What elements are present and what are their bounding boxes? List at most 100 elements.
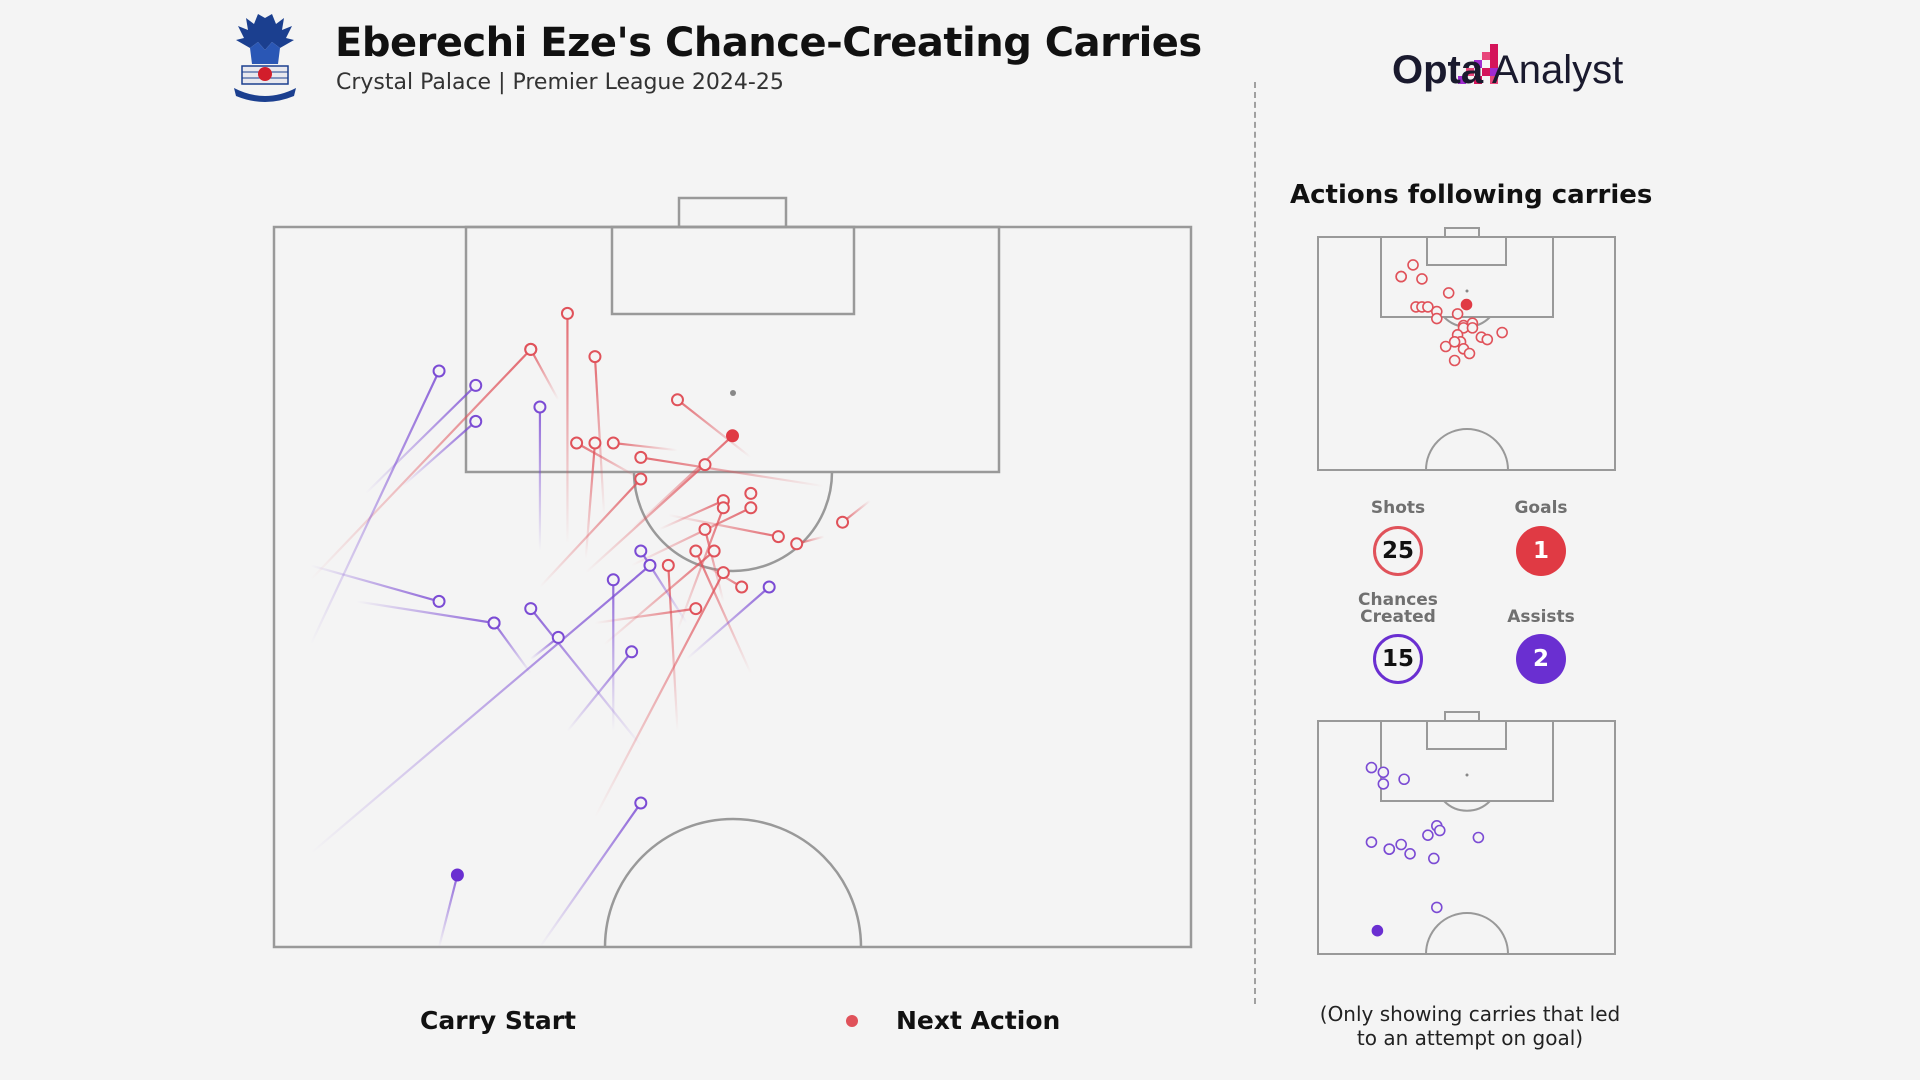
shot-end-marker — [771, 530, 785, 544]
mini-chance-marker — [1398, 773, 1410, 786]
shot-end-marker — [716, 566, 730, 580]
shot-end-marker — [606, 436, 620, 450]
chance-carry-line — [309, 564, 651, 855]
legend-start-label: Carry Start — [420, 1006, 576, 1035]
mini-shot-marker — [1451, 308, 1464, 320]
mini-chance-marker — [1422, 829, 1434, 841]
chances-stat-badge: 15 — [1373, 634, 1423, 684]
chance-carry-line — [529, 607, 642, 747]
shot-end-marker — [689, 602, 703, 616]
chance-carry-line — [356, 600, 495, 625]
legend-end-label: Next Action — [896, 1006, 1061, 1035]
shot-carry-line — [585, 463, 706, 574]
shot-carry-line — [668, 513, 779, 538]
brand-name: Opta Analyst — [1392, 48, 1623, 93]
mini-shot-marker — [1395, 270, 1407, 283]
shot-end-marker — [790, 537, 804, 551]
carry-end-markers — [432, 306, 850, 882]
chance-carry-line — [493, 622, 532, 675]
chance-carry-line — [401, 420, 477, 488]
goal-end-marker — [726, 429, 739, 443]
shot-end-marker — [744, 501, 758, 515]
shot-carry-line — [631, 506, 752, 567]
mini-shot-marker — [1439, 340, 1452, 353]
opta-analyst-logo-icon — [1458, 44, 1498, 84]
mini-shot-marker — [1431, 312, 1443, 325]
shot-end-marker — [588, 436, 602, 450]
shot-end-marker — [735, 580, 749, 594]
shot-carry-line — [658, 499, 724, 531]
shot-carry-line — [603, 550, 715, 646]
chance-end-marker — [524, 602, 538, 616]
chance-carry-line — [566, 651, 633, 732]
center-circle — [603, 817, 863, 948]
mini-shot-marker — [1448, 354, 1461, 367]
assist-end-marker — [450, 868, 464, 882]
goal — [677, 196, 788, 229]
side-panel-title: Actions following carries — [1290, 180, 1653, 210]
chance-carry-line — [685, 586, 770, 660]
mini-shot-marker — [1466, 322, 1479, 334]
shot-end-marker — [661, 558, 675, 572]
shot-carry-line — [703, 529, 725, 602]
mini-chance-marker — [1377, 766, 1390, 779]
chance-end-marker — [606, 573, 620, 587]
chance-carry-line — [309, 370, 441, 646]
mini-chance-marker — [1365, 761, 1378, 774]
mini-shot-marker — [1448, 336, 1461, 348]
chance-end-marker — [432, 364, 446, 378]
chances-mini-pitch — [1317, 711, 1616, 955]
chance-end-marker — [643, 558, 657, 572]
chance-end-marker — [634, 796, 648, 810]
mini-chance-marker — [1428, 852, 1440, 865]
shot-end-marker — [560, 306, 574, 320]
legend-end-marker — [846, 1015, 858, 1027]
shot-carry-line — [640, 456, 825, 488]
shot-carry-line — [667, 565, 679, 732]
goals-stat-badge: 1 — [1516, 526, 1566, 576]
shot-end-marker — [634, 450, 648, 464]
shot-end-marker — [670, 393, 684, 407]
chart-subtitle: Crystal Palace | Premier League 2024-25 — [336, 70, 784, 95]
mini-chance-end-markers — [1365, 761, 1485, 937]
shot-end-marker — [707, 544, 721, 558]
shot-carry-line — [613, 441, 678, 452]
shot-carry-line — [529, 348, 560, 401]
shot-carry-line — [630, 434, 734, 531]
chance-end-marker — [469, 414, 483, 428]
chance-end-marker — [551, 630, 565, 644]
carry-lines — [309, 313, 871, 948]
shot-end-marker — [588, 350, 602, 364]
mini-shot-marker — [1407, 259, 1419, 271]
assists-stat-label: Assists — [1507, 607, 1575, 627]
mini-shot-end-markers — [1395, 259, 1508, 367]
shot-end-marker — [570, 436, 584, 450]
shot-end-marker — [524, 342, 538, 356]
mini-shot-marker — [1416, 273, 1428, 285]
mini-shot-marker — [1442, 287, 1455, 299]
mini-chance-marker — [1383, 843, 1396, 855]
chance-end-marker — [762, 580, 776, 594]
crystal-palace-crest-icon — [234, 14, 296, 102]
shot-carry-line — [694, 550, 752, 674]
shot-carry-line — [584, 442, 597, 559]
panel-divider — [1254, 82, 1256, 1004]
mini-chance-marker — [1365, 836, 1378, 848]
brand-name-bold: Opta — [1392, 48, 1484, 92]
shot-end-marker — [689, 544, 703, 558]
mini-assist-marker — [1371, 924, 1384, 937]
shot-carry-line — [576, 442, 642, 480]
mini-shot-marker — [1496, 326, 1508, 339]
shot-carry-line — [676, 398, 752, 459]
chance-end-marker — [625, 645, 639, 659]
chart-title: Eberechi Eze's Chance-Creating Carries — [335, 20, 1202, 66]
shot-carry-line — [593, 572, 725, 818]
shot-carry-line — [539, 478, 642, 588]
shot-end-marker — [836, 515, 850, 529]
chances-stat-label: Chances Created — [1358, 590, 1438, 627]
mini-chance-marker — [1472, 831, 1485, 844]
chance-carry-line — [310, 564, 440, 603]
chance-end-marker — [533, 400, 547, 414]
shot-carry-line — [593, 356, 606, 516]
